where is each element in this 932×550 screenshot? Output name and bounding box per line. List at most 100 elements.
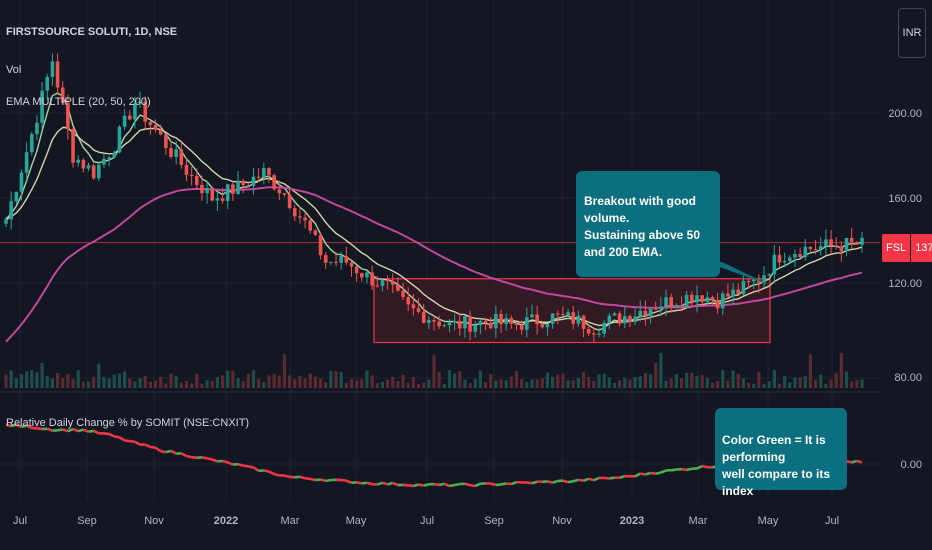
candle-body	[602, 322, 606, 334]
green-callout-line1: Color Green = It is performing	[722, 433, 826, 464]
candle-body	[442, 325, 447, 327]
volume-bar	[9, 370, 13, 388]
relative-change-segment	[150, 445, 156, 450]
candle-body	[555, 313, 560, 315]
x-tick-label: Nov	[552, 515, 572, 527]
candle-body	[148, 121, 153, 125]
candle-body	[447, 322, 452, 326]
volume-bar	[215, 377, 220, 388]
candle-body	[45, 76, 50, 91]
candle-body	[107, 157, 111, 159]
candle-body	[24, 152, 29, 173]
relative-change-segment	[124, 439, 130, 443]
volume-bar	[798, 377, 802, 388]
volume-bar	[35, 372, 39, 388]
candle-body	[303, 217, 307, 221]
candle-body	[396, 284, 400, 291]
indicator-label: Relative Daily Change % by SOMIT (NSE:CN…	[6, 417, 250, 429]
candle-body	[741, 280, 746, 295]
volume-bar	[143, 376, 147, 388]
volume-bar	[282, 354, 287, 388]
relative-change-segment	[304, 476, 311, 481]
x-tick-label: 2023	[620, 515, 644, 527]
relative-change-segment	[356, 481, 363, 485]
candle-body	[19, 172, 24, 192]
price-tag-value: 137.30	[910, 234, 932, 262]
volume-bar	[416, 383, 421, 388]
relative-change-segment	[382, 481, 388, 486]
relative-change-segment	[299, 475, 306, 480]
candle-body	[4, 219, 8, 224]
candle-body	[14, 191, 19, 202]
consolidation-range-box	[373, 278, 771, 344]
relative-change-segment	[46, 427, 53, 432]
volume-bar	[762, 383, 766, 388]
candle-body	[334, 261, 338, 263]
candle-body	[633, 316, 637, 322]
candle-body	[628, 316, 632, 322]
candle-body	[726, 293, 730, 297]
volume-bar	[422, 382, 426, 388]
candle-body	[194, 175, 199, 185]
volume-bar	[447, 370, 452, 388]
candle-body	[695, 295, 699, 303]
volume-bar	[679, 378, 684, 388]
candle-body	[643, 310, 648, 316]
candle-body	[736, 289, 741, 295]
volume-bar	[607, 377, 611, 388]
volume-bar	[777, 383, 782, 388]
volume-bar	[411, 377, 415, 388]
x-axis-labels: Jul Sep Nov 2022 Mar May Jul Sep Nov 2023 Mar May Ju…	[13, 515, 839, 527]
volume-bar	[839, 353, 843, 388]
candle-body	[715, 299, 720, 309]
currency-button[interactable]: INR	[898, 8, 926, 58]
candle-body	[818, 246, 823, 250]
volume-bar	[226, 370, 230, 388]
relative-change-segment	[15, 423, 22, 429]
volume-bar	[288, 375, 292, 388]
candle-body	[762, 275, 766, 283]
candle-body	[839, 246, 844, 252]
candle-body	[60, 87, 65, 103]
x-tick-label: Sep	[77, 515, 97, 527]
volume-bar	[380, 381, 385, 388]
volume-bar	[195, 373, 199, 388]
volume-bar	[478, 370, 483, 388]
volume-bar	[545, 372, 550, 388]
volume-bar	[40, 362, 44, 388]
relative-change-segment	[469, 483, 476, 488]
relative-change-segment	[320, 478, 327, 483]
candle-body	[86, 165, 91, 169]
relative-change-segment	[418, 483, 424, 487]
candle-body	[844, 237, 849, 252]
volume-bar	[25, 371, 29, 388]
relative-change-segment	[464, 482, 471, 487]
candle-body	[720, 293, 725, 309]
candle-body	[767, 274, 771, 276]
volume-bar	[752, 383, 756, 388]
volume-bar	[788, 382, 792, 388]
candle-body	[473, 325, 478, 332]
volume-bar	[45, 376, 49, 388]
candle-body	[241, 180, 246, 185]
volume-bars	[4, 352, 864, 388]
volume-bar	[4, 374, 8, 388]
candle-body	[457, 320, 462, 329]
relative-change-segment	[701, 464, 708, 469]
relative-change-segment	[552, 479, 559, 485]
relative-change-segment	[170, 449, 177, 455]
candle-body	[81, 159, 86, 169]
candle-body	[638, 310, 643, 317]
candle-body	[499, 313, 503, 325]
candle-body	[550, 313, 555, 324]
candle-body	[803, 246, 808, 257]
relative-change-segment	[67, 427, 74, 433]
relative-change-segment	[562, 479, 569, 484]
volume-bar	[220, 375, 225, 388]
volume-bar	[262, 381, 266, 388]
candle-body	[416, 308, 421, 312]
relative-change-segment	[284, 474, 290, 479]
candle-body	[262, 168, 266, 178]
volume-bar	[391, 376, 395, 388]
volume-bar	[757, 371, 761, 388]
